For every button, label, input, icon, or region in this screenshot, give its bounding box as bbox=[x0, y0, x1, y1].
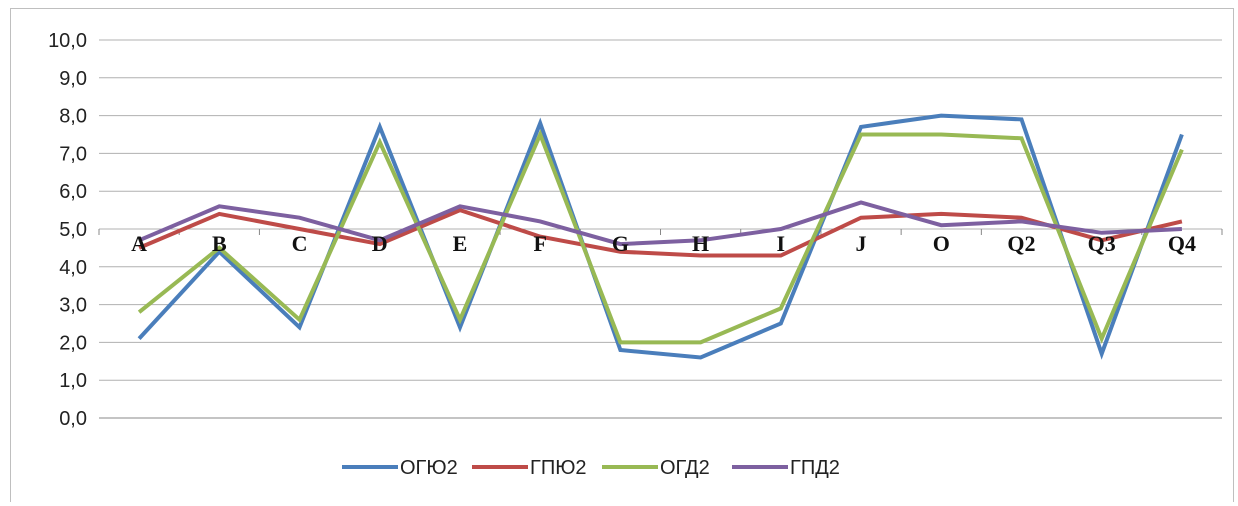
legend-label: ОГД2 bbox=[660, 457, 710, 479]
y-tick-label: 10,0 bbox=[48, 30, 87, 52]
category-label: Q2 bbox=[1007, 231, 1035, 256]
category-label: C bbox=[292, 231, 308, 256]
category-label: B bbox=[212, 231, 227, 256]
category-label: Q3 bbox=[1088, 231, 1116, 256]
legend-label: ГПЮ2 bbox=[530, 457, 587, 479]
series-lines bbox=[137, 113, 1184, 360]
series-line-4 bbox=[138, 200, 1182, 247]
category-labels: A B C D E F G H I J O Q2 Q3 Q4 bbox=[131, 231, 1196, 256]
y-tick-label: 9,0 bbox=[59, 68, 87, 90]
y-tick-label: 3,0 bbox=[59, 295, 87, 317]
y-tick-label: 0,0 bbox=[59, 408, 87, 430]
y-tick-label: 5,0 bbox=[59, 219, 87, 241]
category-label: O bbox=[933, 231, 950, 256]
y-tick-label: 6,0 bbox=[59, 181, 87, 203]
y-tick-label: 8,0 bbox=[59, 106, 87, 128]
category-label: G bbox=[612, 231, 629, 256]
category-label: Q4 bbox=[1168, 231, 1196, 256]
legend-label: ОГЮ2 bbox=[400, 457, 458, 479]
y-tick-label: 2,0 bbox=[59, 332, 87, 354]
y-axis-ticks: 0,0 1,0 2,0 3,0 4,0 5,0 6,0 7,0 8,0 9,0 10,0 bbox=[48, 30, 87, 430]
y-tick-label: 4,0 bbox=[59, 257, 87, 279]
legend: ОГЮ2 ГПЮ2 ОГД2 ГПД2 bbox=[342, 457, 840, 479]
category-label: F bbox=[533, 231, 546, 256]
series-line-3 bbox=[137, 129, 1184, 345]
category-label: J bbox=[856, 231, 867, 256]
category-label: A bbox=[131, 231, 147, 256]
series-line-2 bbox=[138, 207, 1183, 258]
category-label: H bbox=[692, 231, 709, 256]
category-label: D bbox=[372, 231, 388, 256]
category-label: E bbox=[453, 231, 468, 256]
gridlines bbox=[98, 39, 1223, 419]
y-tick-label: 7,0 bbox=[59, 143, 87, 165]
y-tick-label: 1,0 bbox=[59, 370, 87, 392]
legend-label: ГПД2 bbox=[790, 457, 840, 479]
category-label: I bbox=[777, 231, 786, 256]
chart-frame bbox=[10, 8, 1234, 502]
